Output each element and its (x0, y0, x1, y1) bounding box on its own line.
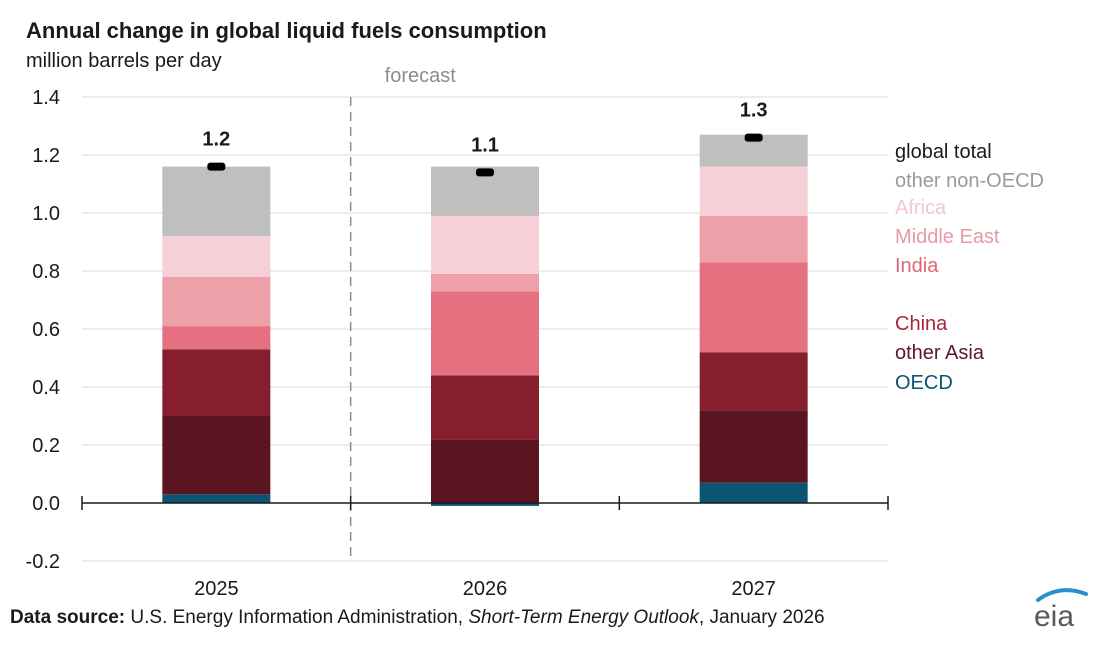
global-total-marker (744, 133, 763, 142)
y-tick-label: 0.6 (32, 319, 60, 341)
bar-segment (699, 352, 808, 411)
y-tick-label: 0.0 (32, 493, 60, 515)
legend-entry: other Asia (895, 342, 985, 364)
bar-segment (699, 482, 808, 503)
logo-arc (1036, 588, 1088, 602)
legend-entry: Middle East (895, 226, 1000, 248)
bar-segment (431, 503, 539, 506)
x-tick-label: 2027 (731, 578, 776, 600)
data-source-label: Data source: (10, 607, 126, 628)
bar-segment (431, 291, 539, 376)
bar-segment (162, 236, 271, 277)
x-tick-label: 2025 (194, 578, 239, 600)
bar-segment (162, 349, 271, 416)
eia-logo: eia (1034, 588, 1088, 632)
legend-entry: global total (895, 141, 992, 163)
data-source: Data source: U.S. Energy Information Adm… (10, 607, 825, 629)
legend-entry: Africa (895, 197, 947, 219)
logo-text: eia (1034, 600, 1074, 632)
global-total-marker (476, 168, 494, 177)
bar-segment (699, 262, 808, 353)
bar-segment (699, 215, 808, 263)
y-tick-label: 0.2 (32, 435, 60, 457)
legend-entry: China (895, 313, 948, 335)
global-total-label: 1.3 (740, 100, 768, 122)
y-tick-label: 1.0 (32, 203, 60, 225)
bar-segment (431, 439, 539, 503)
legend-entry: OECD (895, 372, 953, 394)
bar-segment (162, 166, 271, 237)
bar-segment (699, 410, 808, 483)
global-total-label: 1.2 (202, 129, 230, 151)
y-tick-label: 0.4 (32, 377, 60, 399)
bar-segment (162, 276, 271, 327)
forecast-label: forecast (385, 65, 457, 87)
y-tick-label: 1.4 (32, 87, 60, 109)
data-source-date: , January 2026 (698, 607, 825, 628)
bar-segment (431, 375, 539, 440)
data-source-publication: Short-Term Energy Outlook (468, 607, 699, 628)
bar-segment (431, 273, 539, 292)
chart-title: Annual change in global liquid fuels con… (26, 18, 547, 43)
y-tick-label: -0.2 (26, 551, 60, 573)
y-tick-label: 0.8 (32, 261, 60, 283)
global-total-label: 1.1 (471, 134, 499, 156)
x-tick-label: 2026 (463, 578, 508, 600)
global-total-marker (207, 162, 226, 171)
legend-entry: other non-OECD (895, 170, 1044, 192)
bar-segment (699, 166, 808, 216)
y-tick-label: 1.2 (32, 145, 60, 167)
bar-segment (431, 215, 539, 274)
legend-entry: India (895, 255, 939, 277)
data-source-agency: U.S. Energy Information Administration, (130, 607, 464, 628)
bar-segment (162, 416, 271, 495)
bar-segment (162, 494, 271, 503)
y-axis-units: million barrels per day (26, 50, 222, 72)
bar-segment (162, 326, 271, 350)
